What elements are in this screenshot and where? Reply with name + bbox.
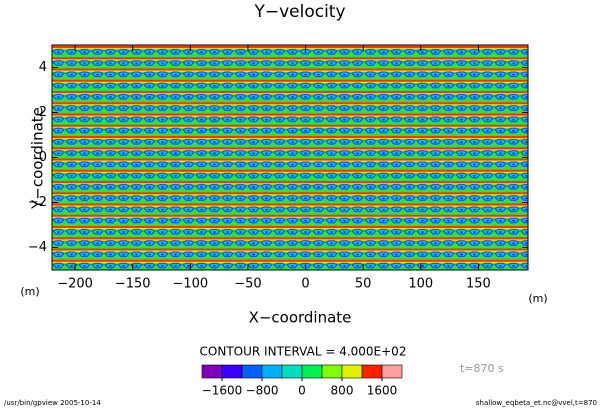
x-tick-label: −100 <box>172 277 208 292</box>
x-tick-label: −150 <box>115 277 151 292</box>
colorbar-tick-label: 0 <box>298 384 306 398</box>
x-tick-label: 150 <box>466 277 491 292</box>
x-tick-label: 0 <box>301 277 309 292</box>
colorbar-tick-label: 800 <box>331 384 354 398</box>
annotation: t=870 s <box>460 362 504 375</box>
x-tick-label: 100 <box>408 277 433 292</box>
colorbar-cell <box>221 364 243 379</box>
colorbar-cell <box>321 364 343 379</box>
x-tick-label: −50 <box>234 277 261 292</box>
y-tick-label: −2 <box>28 195 47 210</box>
y-tick-label: 2 <box>39 105 47 120</box>
contour-field <box>51 44 529 271</box>
colorbar-cell <box>361 364 383 379</box>
y-unit: (m) <box>20 285 39 298</box>
chart-title: Y−velocity <box>253 2 345 22</box>
colorbar-cell <box>201 364 223 379</box>
colorbar-cell <box>301 364 323 379</box>
colorbar-cell <box>341 364 363 379</box>
colorbar-tick-label: −800 <box>246 384 279 398</box>
y-tick-label: −4 <box>28 240 47 255</box>
contour-interval: CONTOUR INTERVAL = 4.000E+02 <box>200 345 407 359</box>
x-tick-label: −200 <box>57 277 93 292</box>
footer-right: shallow_eqbeta_et.nc@vvel,t=870 <box>476 399 597 407</box>
colorbar-cell <box>281 364 303 379</box>
x-unit: (m) <box>528 292 547 305</box>
colorbar-cell <box>261 364 283 379</box>
colorbar-tick-label: −1600 <box>202 384 243 398</box>
colorbar-tick-label: 1600 <box>367 384 398 398</box>
y-tick-label: 4 <box>39 60 47 75</box>
footer-left: /usr/bin/gpview 2005-10-14 <box>4 399 101 407</box>
y-axis-label: Y−coordinate <box>29 107 47 210</box>
colorbar-cell <box>241 364 263 379</box>
colorbar-cell <box>381 364 403 379</box>
y-tick-label: 0 <box>39 150 47 165</box>
x-axis-label: X−coordinate <box>249 309 352 327</box>
x-tick-label: 50 <box>355 277 372 292</box>
